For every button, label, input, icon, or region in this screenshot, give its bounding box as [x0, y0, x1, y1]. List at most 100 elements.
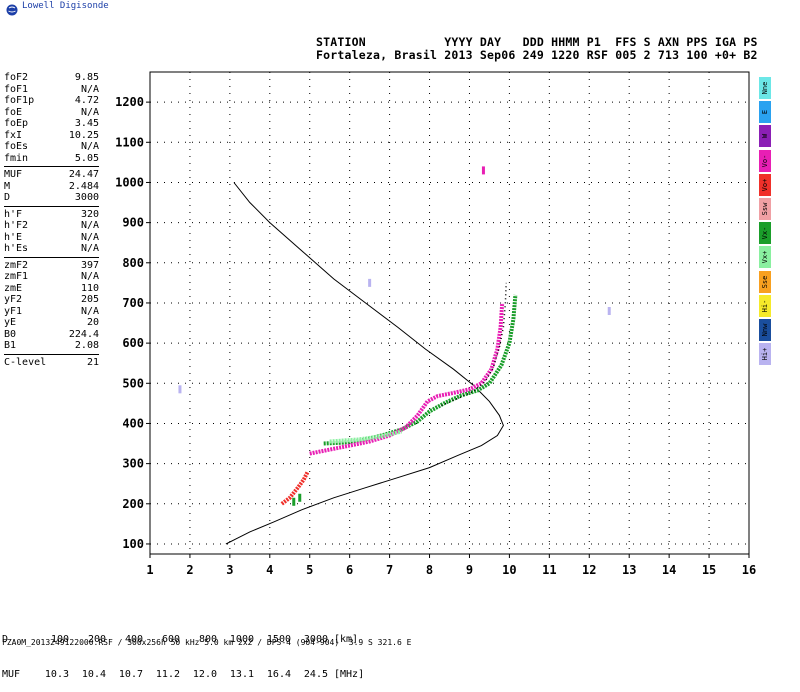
- param-label: h'E: [4, 231, 23, 243]
- param-label: yE: [4, 317, 17, 328]
- y-tick-label: 300: [122, 457, 144, 471]
- param-row: B1 2.08: [4, 340, 99, 352]
- scatter-point: [607, 306, 611, 315]
- muf-value: 24.5: [303, 668, 328, 680]
- param-value: 24.47: [68, 169, 99, 180]
- legend-swatch: Vo+: [759, 173, 771, 196]
- distance-value: 100: [50, 634, 69, 645]
- param-label: zmF2: [4, 259, 29, 271]
- param-row: MUF 24.47: [4, 169, 99, 181]
- distance-value: 200: [87, 634, 106, 645]
- muf-label: MUF: [2, 668, 21, 680]
- param-row: h'E N/A: [4, 232, 99, 244]
- param-row: zmF2 397: [4, 260, 99, 272]
- param-label: h'F2: [4, 220, 29, 231]
- param-value: N/A: [80, 243, 99, 254]
- legend-swatch: E: [759, 101, 771, 124]
- param-row: M 2.484: [4, 181, 99, 193]
- param-row: B0 224.4: [4, 329, 99, 341]
- legend-label: W: [761, 134, 769, 139]
- x-tick-label: 16: [742, 563, 756, 577]
- y-tick-label: 900: [122, 216, 144, 230]
- scatter-point: [368, 278, 372, 287]
- param-value: 397: [80, 259, 99, 271]
- x-tick-label: 10: [502, 563, 516, 577]
- muf-value: 13.1: [229, 668, 254, 680]
- series-line: [225, 182, 504, 545]
- param-row: foEp 3.45: [4, 118, 99, 130]
- y-tick-label: 1200: [115, 95, 144, 109]
- legend-swatch: Nnw: [759, 318, 771, 341]
- param-label: D: [4, 192, 11, 203]
- legend-label: E: [761, 110, 769, 115]
- param-value: 3000: [74, 192, 99, 203]
- legend-swatch: Vo-: [759, 149, 771, 172]
- muf-row: MUF 10.3 10.4 10.7 11.2 12.0 13.1 16.4 24.5 [MHz]: [2, 669, 364, 681]
- distance-value: 600: [161, 634, 180, 645]
- x-tick-label: 7: [386, 563, 393, 577]
- legend-swatch: Nne: [759, 77, 771, 99]
- muf-value: 10.4: [81, 668, 106, 680]
- param-value: 224.4: [68, 328, 99, 340]
- legend-label: Nne: [761, 81, 769, 95]
- param-value: 5.05: [74, 152, 99, 164]
- series-line: [441, 282, 507, 407]
- param-value: 2.08: [74, 340, 99, 351]
- muf-value: 10.3: [44, 668, 69, 680]
- series-group: [225, 182, 518, 545]
- param-value: N/A: [80, 141, 99, 152]
- param-label: fmin: [4, 152, 29, 164]
- param-label: yF1: [4, 305, 23, 317]
- scatter-point: [178, 385, 182, 394]
- x-tick-label: 1: [146, 563, 153, 577]
- param-label: foF2: [4, 72, 29, 83]
- param-row: C-level 21: [4, 357, 99, 369]
- series-line: [323, 294, 518, 446]
- muf-value: 11.2: [155, 668, 180, 680]
- x-tick-label: 6: [346, 563, 353, 577]
- param-label: MUF: [4, 169, 23, 180]
- param-label: M: [4, 180, 11, 192]
- legend-swatch: W: [759, 125, 771, 148]
- x-tick-label: 13: [622, 563, 636, 577]
- param-row: zmE 110: [4, 283, 99, 295]
- param-value: 320: [80, 208, 99, 220]
- scatter-point: [481, 166, 485, 175]
- legend-label: Vo-: [761, 154, 769, 167]
- param-value: N/A: [80, 106, 99, 118]
- muf-table: D 100 200 400 600 800 1000 1500 3000 [km] MUF 10.3…: [2, 611, 364, 692]
- legend-label: Nnw: [761, 323, 769, 337]
- param-value: N/A: [80, 231, 99, 243]
- param-value: N/A: [80, 305, 99, 317]
- param-label: h'Es: [4, 243, 29, 254]
- legend-label: Vx+: [761, 250, 769, 264]
- y-tick-label: 1100: [115, 135, 144, 149]
- legend-swatch: Hi-: [759, 294, 771, 317]
- param-row: foE N/A: [4, 107, 99, 119]
- param-row: h'F2 N/A: [4, 220, 99, 232]
- axis-ticks: 1 2 3 4 5 6 7 8 9 10 11 12 13 14 15 1610020030040050060…: [115, 95, 756, 577]
- param-value: 2.484: [68, 180, 99, 192]
- param-label: fxI: [4, 129, 23, 141]
- param-label: foF1p: [4, 95, 35, 106]
- legend-label: Hi+: [761, 347, 769, 361]
- legend-swatch: Ssw: [759, 197, 771, 220]
- x-tick-label: 11: [542, 563, 556, 577]
- legend-label: Hi-: [761, 299, 769, 313]
- param-label: foE: [4, 106, 23, 118]
- series-line: [309, 302, 505, 456]
- y-tick-label: 100: [122, 537, 144, 551]
- param-label: yF2: [4, 294, 23, 305]
- scatter-point: [292, 497, 296, 506]
- scatter-group: [178, 166, 611, 506]
- header-line-1: STATION YYYY DAY DDD HHMM P1 FFS S AXN P…: [316, 35, 758, 49]
- legend-swatch: Sse: [759, 270, 771, 293]
- param-separator: [4, 353, 99, 355]
- param-row: D 3000: [4, 192, 99, 204]
- param-row: fmin 5.05: [4, 153, 99, 165]
- param-row: fxI 10.25: [4, 130, 99, 142]
- param-row: zmF1 N/A: [4, 271, 99, 283]
- y-tick-label: 500: [122, 376, 144, 390]
- legend-label: Sse: [761, 275, 769, 288]
- param-row: foF1p 4.72: [4, 95, 99, 107]
